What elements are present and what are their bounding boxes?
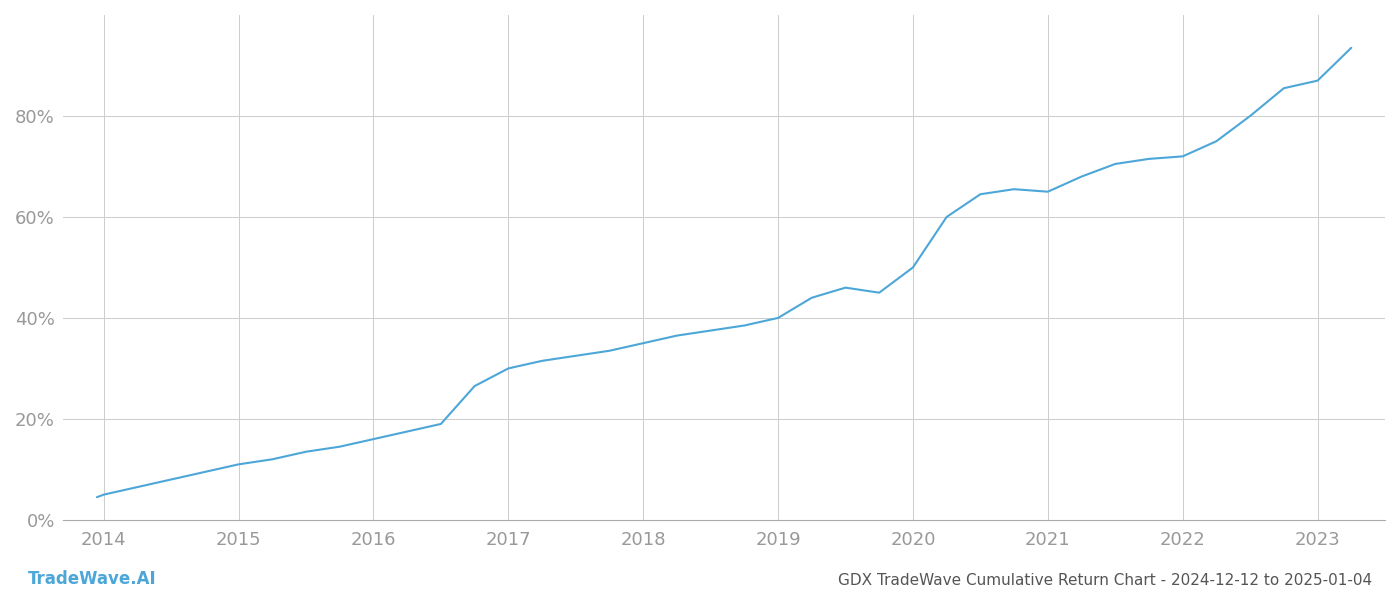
Text: TradeWave.AI: TradeWave.AI — [28, 570, 157, 588]
Text: GDX TradeWave Cumulative Return Chart - 2024-12-12 to 2025-01-04: GDX TradeWave Cumulative Return Chart - … — [837, 573, 1372, 588]
